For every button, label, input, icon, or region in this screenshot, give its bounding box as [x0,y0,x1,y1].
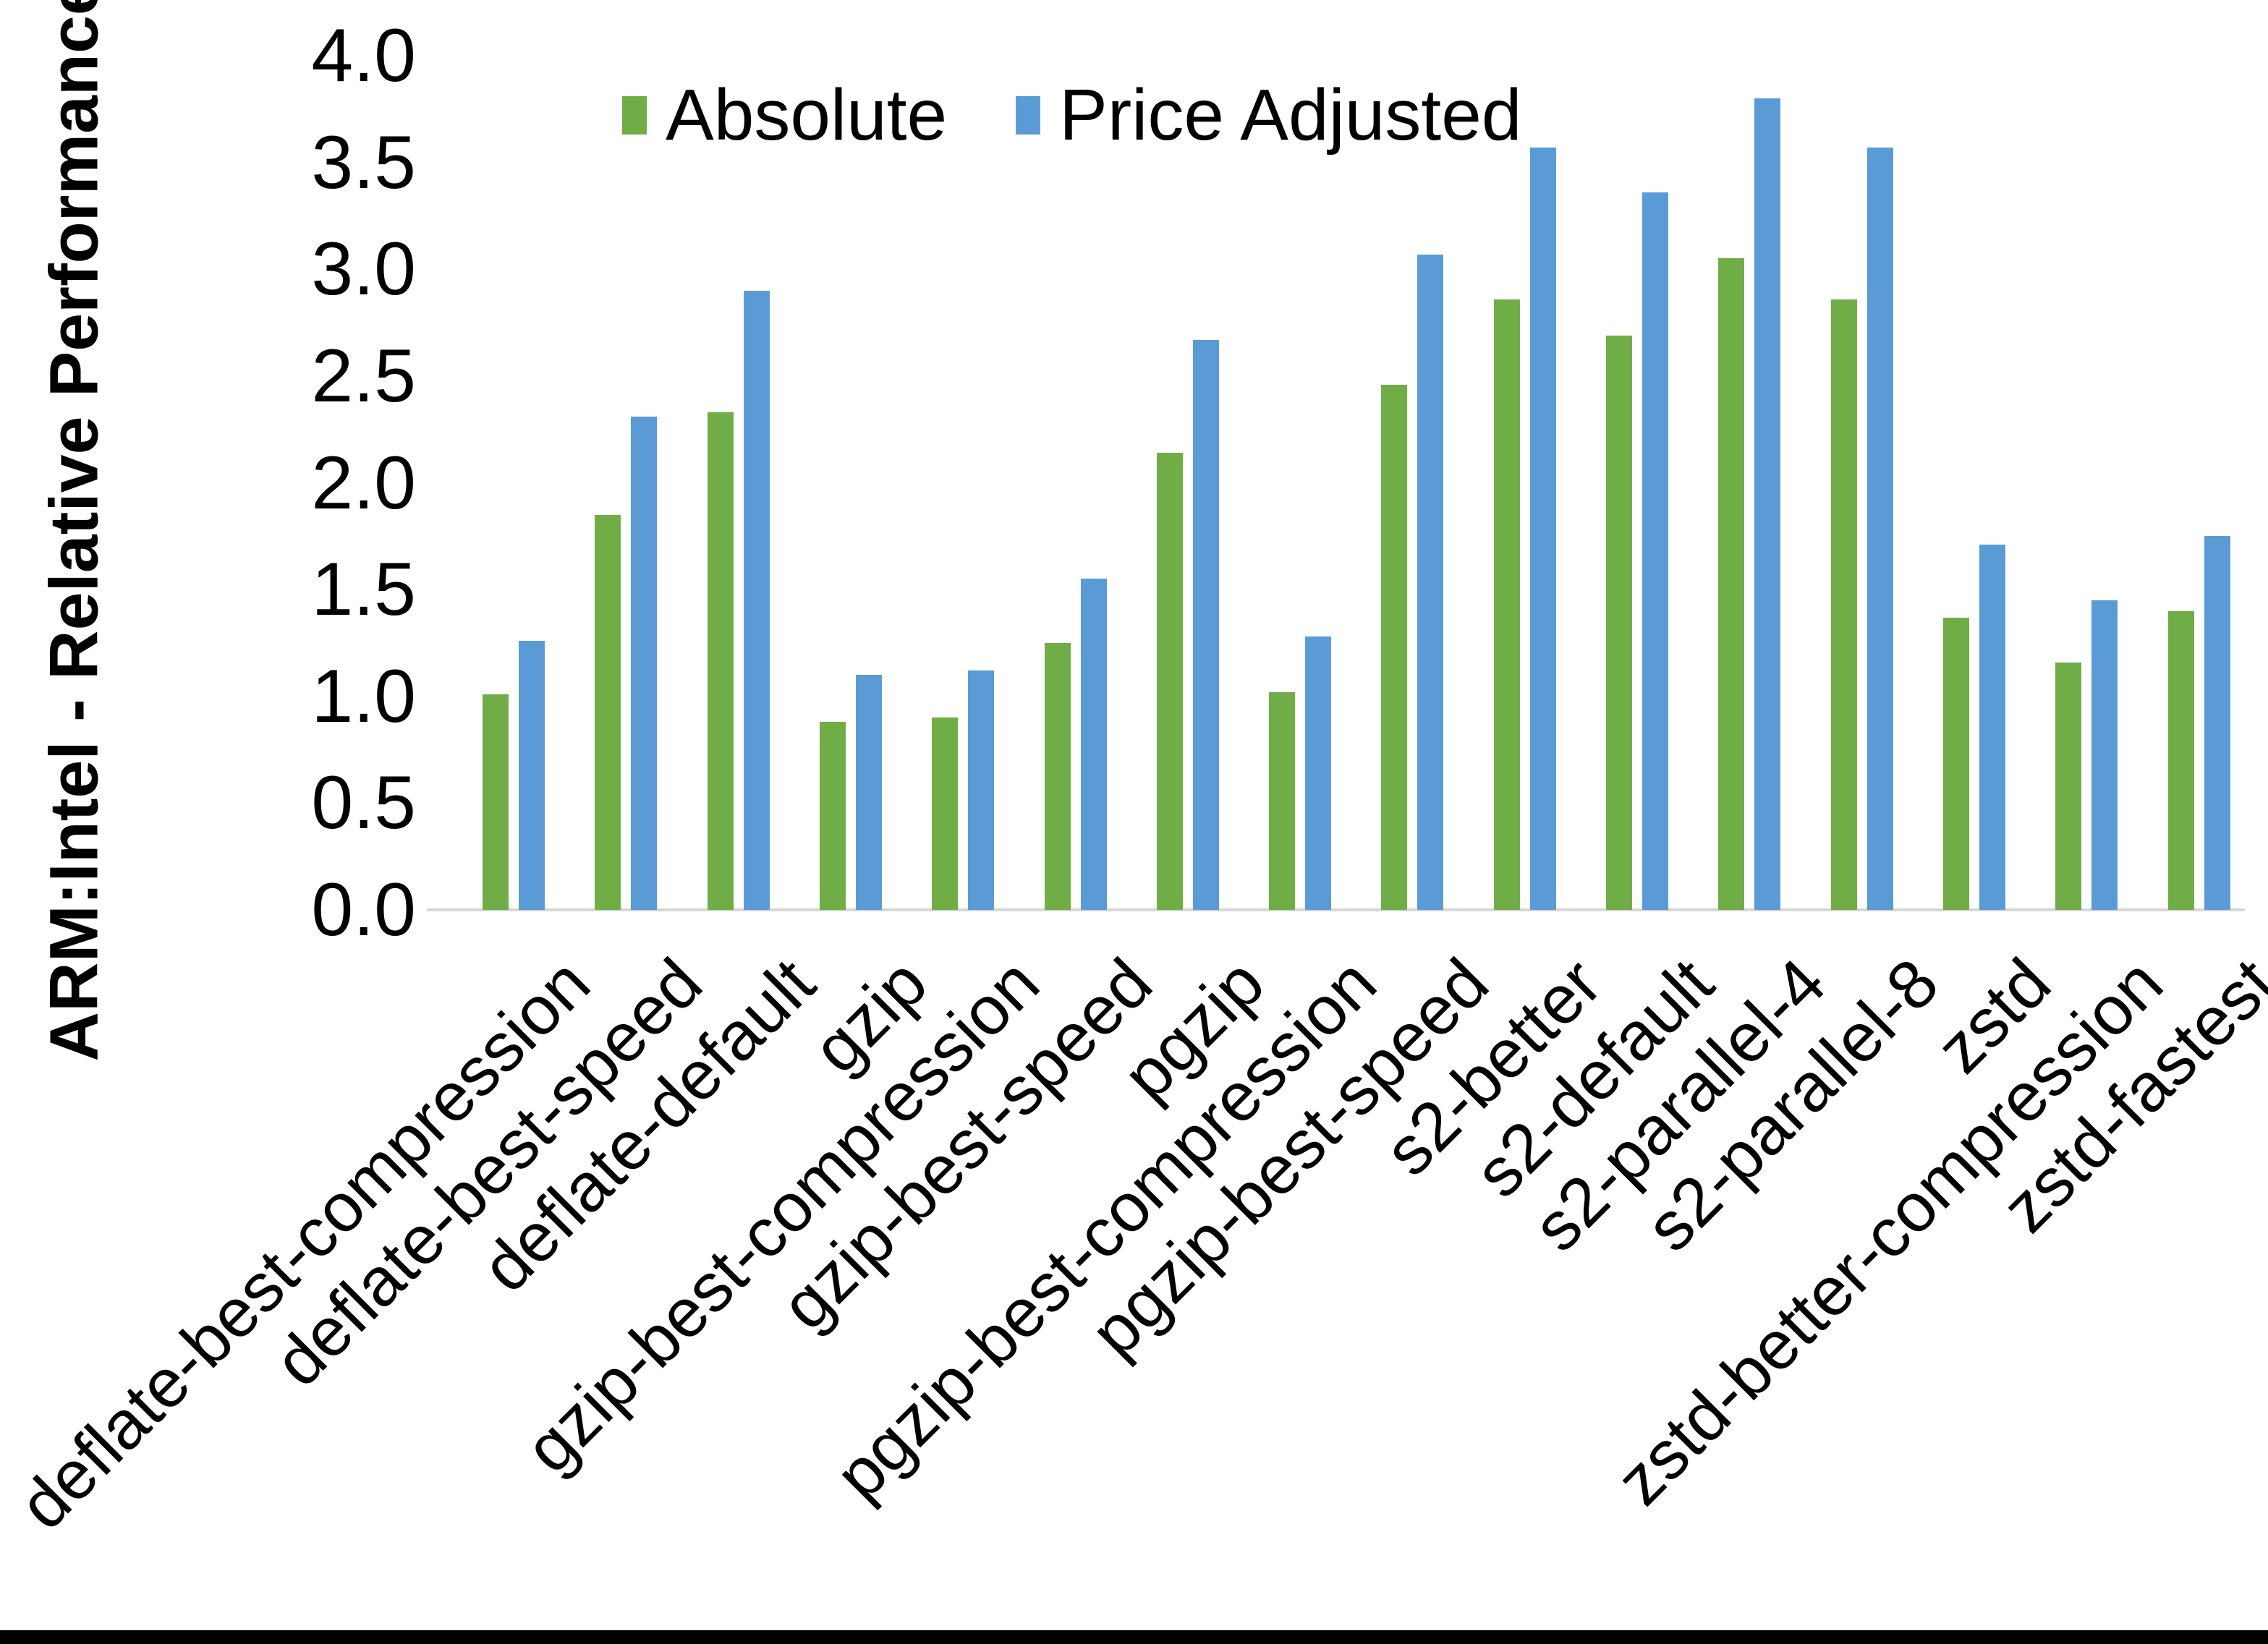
bar-absolute-pgzip-best-speed [1381,384,1408,910]
bar-price-adjusted-s2-parallel-4 [1754,98,1781,910]
bar-price-adjusted-deflate-best-speed [631,416,658,910]
bottom-border [0,1630,2268,1644]
legend-label-absolute: Absolute [666,74,948,156]
bar-absolute-deflate-best-speed [595,514,621,910]
y-tick-label-3.0: 3.0 [311,227,416,312]
bar-price-adjusted-zstd [1979,545,2005,910]
y-tick-label-1.0: 1.0 [311,654,416,738]
bar-price-adjusted-pgzip [1192,339,1219,910]
bar-price-adjusted-gzip-best-speed [1080,579,1107,910]
bar-absolute-s2-better [1493,299,1520,910]
bar-price-adjusted-pgzip-best-speed [1417,254,1444,910]
bar-price-adjusted-gzip-best-compression [968,670,995,910]
bar-price-adjusted-deflate-default [743,290,770,910]
y-tick-label-1.5: 1.5 [311,548,416,632]
bar-price-adjusted-s2-default [1642,192,1668,910]
legend-label-price-adjusted: Price Adjusted [1059,74,1522,156]
bar-absolute-zstd-better-compression [2055,662,2082,910]
y-tick-label-0.0: 0.0 [311,868,416,952]
y-tick-label-2.0: 2.0 [311,440,416,525]
bar-price-adjusted-s2-better [1529,147,1556,910]
bar-absolute-pgzip-best-compression [1269,691,1296,910]
bar-absolute-zstd-fastest [2167,610,2194,910]
legend: Absolute Price Adjusted [622,74,1521,156]
bar-price-adjusted-zstd-fastest [2204,536,2230,910]
bar-absolute-deflate-best-compression [483,694,509,910]
bar-absolute-pgzip [1156,453,1183,910]
bar-absolute-deflate-default [707,412,734,910]
bar-absolute-zstd [1942,617,1969,910]
bar-price-adjusted-s2-parallel-8 [1866,147,1893,910]
bar-absolute-gzip-best-speed [1044,642,1071,910]
bar-price-adjusted-pgzip-best-compression [1305,636,1332,910]
x-axis-line [427,908,2245,911]
y-tick-label-4.0: 4.0 [311,14,416,98]
y-tick-label-0.5: 0.5 [311,761,416,846]
bar-price-adjusted-gzip [855,675,882,910]
bar-absolute-gzip-best-compression [932,717,959,910]
bar-absolute-gzip [819,722,846,910]
bar-price-adjusted-zstd-better-compression [2091,600,2118,910]
legend-swatch-absolute [622,96,647,135]
bar-absolute-s2-default [1606,335,1632,910]
bar-price-adjusted-deflate-best-compression [519,640,545,910]
y-tick-label-3.5: 3.5 [311,120,416,205]
bar-absolute-s2-parallel-8 [1830,299,1857,910]
legend-swatch-price-adjusted [1016,96,1041,135]
bar-absolute-s2-parallel-4 [1718,258,1745,910]
y-tick-label-2.5: 2.5 [311,333,416,418]
